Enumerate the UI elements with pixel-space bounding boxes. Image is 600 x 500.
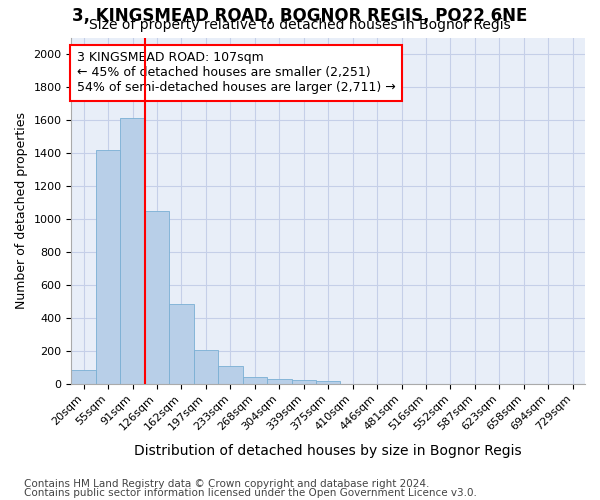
Bar [71, 370, 96, 384]
Bar [194, 350, 218, 384]
Bar [242, 377, 267, 384]
Bar [121, 118, 145, 384]
Bar [218, 366, 242, 384]
Bar [267, 378, 292, 384]
Bar [96, 150, 121, 384]
Text: 3 KINGSMEAD ROAD: 107sqm
← 45% of detached houses are smaller (2,251)
54% of sem: 3 KINGSMEAD ROAD: 107sqm ← 45% of detach… [77, 52, 395, 94]
Text: Size of property relative to detached houses in Bognor Regis: Size of property relative to detached ho… [89, 18, 511, 32]
Text: Contains public sector information licensed under the Open Government Licence v3: Contains public sector information licen… [24, 488, 477, 498]
Text: Contains HM Land Registry data © Crown copyright and database right 2024.: Contains HM Land Registry data © Crown c… [24, 479, 430, 489]
Text: 3, KINGSMEAD ROAD, BOGNOR REGIS, PO22 6NE: 3, KINGSMEAD ROAD, BOGNOR REGIS, PO22 6N… [73, 8, 527, 26]
Bar [292, 380, 316, 384]
X-axis label: Distribution of detached houses by size in Bognor Regis: Distribution of detached houses by size … [134, 444, 522, 458]
Bar [145, 210, 169, 384]
Y-axis label: Number of detached properties: Number of detached properties [15, 112, 28, 309]
Bar [316, 381, 340, 384]
Bar [169, 304, 194, 384]
